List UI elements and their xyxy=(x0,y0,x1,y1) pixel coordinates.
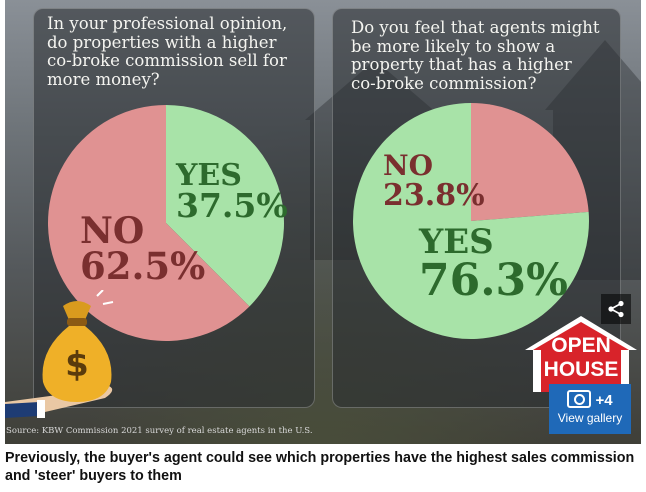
gallery-count: +4 xyxy=(595,392,613,409)
slice-label-no: NO xyxy=(383,149,433,182)
left-question: In your professional opinion, do propert… xyxy=(47,14,288,89)
gallery-label: View gallery xyxy=(557,411,623,425)
slice-value-yes: 37.5% xyxy=(176,186,288,225)
share-icon xyxy=(608,300,624,317)
slice-label-yes: YES xyxy=(175,158,242,193)
slice-value-yes: 76.3% xyxy=(419,255,568,306)
pie-slice-yes xyxy=(353,103,589,339)
image-caption: Previously, the buyer's agent could see … xyxy=(5,450,635,484)
slice-value-no: 23.8% xyxy=(383,178,485,213)
pie-slice-no xyxy=(47,105,250,341)
pie-slice-no xyxy=(471,103,589,221)
infographic-image[interactable]: In your professional opinion, do propert… xyxy=(5,0,641,444)
source-note: Source: KBW Commission 2021 survey of re… xyxy=(6,426,313,436)
slice-label-yes: YES xyxy=(418,222,494,262)
pie-slice-yes xyxy=(166,105,284,307)
sign-line2: HOUSE xyxy=(544,358,619,381)
sign-line1: OPEN xyxy=(551,334,611,357)
svg-text:$: $ xyxy=(65,345,89,385)
view-gallery-button[interactable]: +4 View gallery xyxy=(549,384,631,434)
slice-label-no: NO xyxy=(80,210,144,252)
share-button[interactable] xyxy=(601,294,631,324)
right-question: Do you feel that agents might be more li… xyxy=(351,18,600,93)
camera-icon xyxy=(567,390,592,408)
money-bag-illustration: $ xyxy=(5,290,114,418)
open-house-sign: OPEN HOUSE xyxy=(525,316,637,392)
slice-value-no: 62.5% xyxy=(80,244,205,288)
